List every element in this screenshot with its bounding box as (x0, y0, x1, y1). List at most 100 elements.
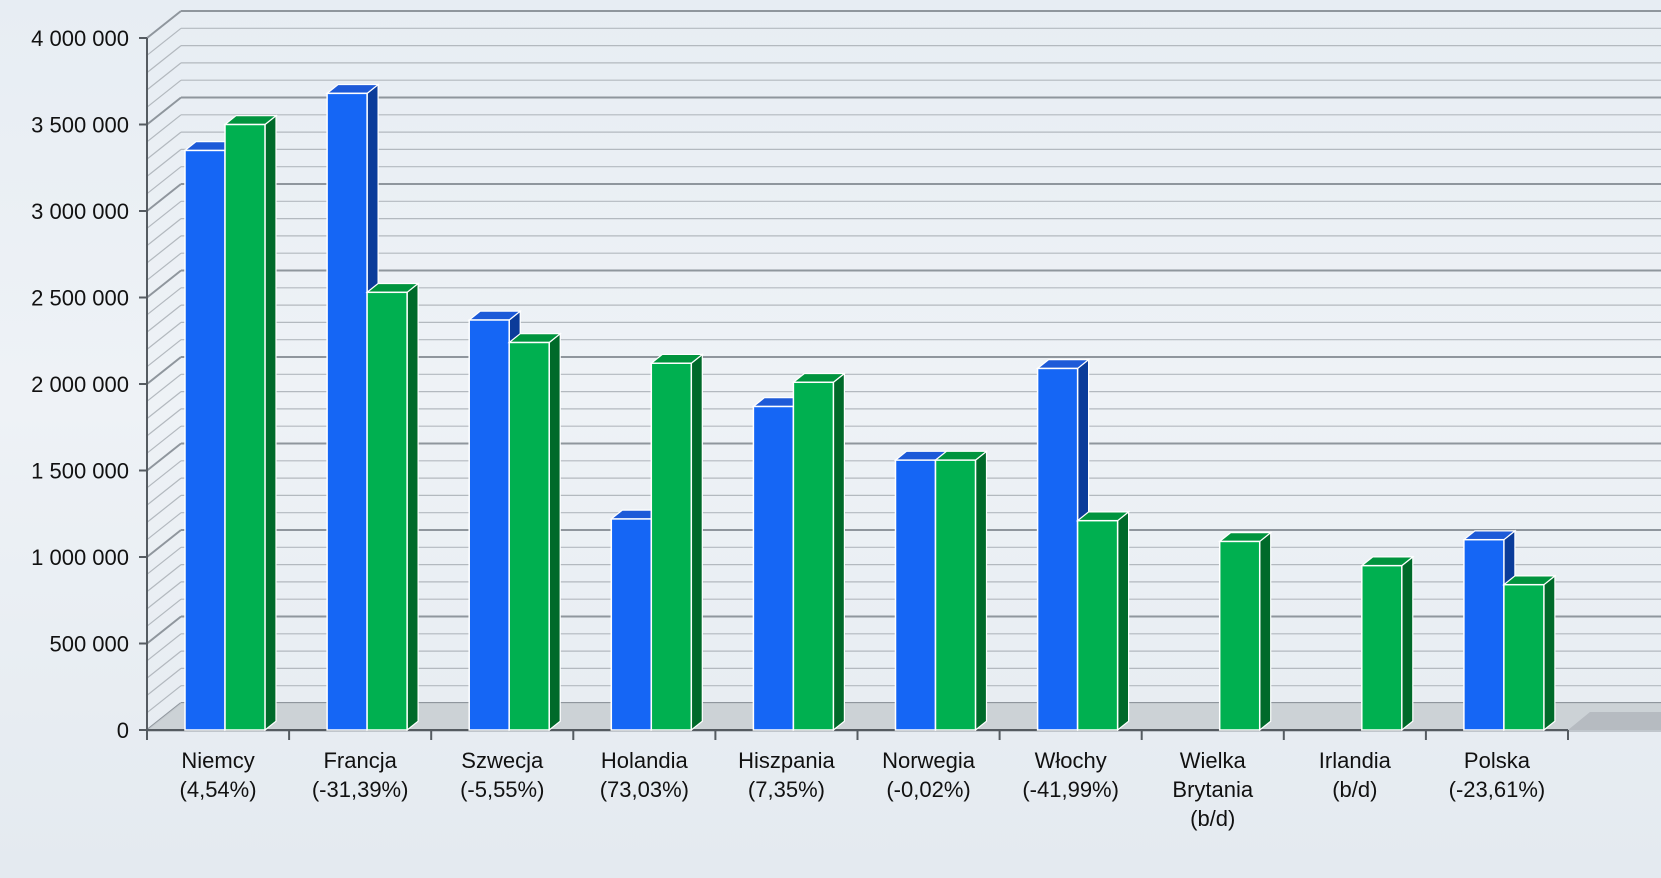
gridline-side (146, 166, 182, 195)
x-category-label-line: (-5,55%) (460, 777, 544, 802)
x-category-label: Norwegia (-0,02%) (882, 748, 976, 802)
gridline-side (146, 650, 182, 679)
bar-front (1463, 538, 1505, 731)
gridline-side (146, 598, 182, 627)
bar-side (974, 450, 988, 732)
gridline-side (146, 529, 182, 558)
x-category-label: Niemcy (4,54%) (180, 748, 257, 802)
gridline-side (146, 131, 182, 160)
gridline-side (146, 148, 182, 177)
gridline-side (146, 287, 182, 316)
gridline-side (146, 304, 182, 333)
gridline-side (146, 633, 182, 662)
gridline-side (146, 477, 182, 506)
bar-series2-6 (1075, 510, 1131, 732)
x-category-label-line: (-0,02%) (886, 777, 970, 802)
x-category-label-line: Włochy (1035, 748, 1107, 773)
bar-series2-9 (1502, 574, 1557, 732)
y-tick-label: 0 (117, 718, 129, 743)
gridline-side (146, 408, 182, 437)
x-category-label-line: Irlandia (1319, 748, 1392, 773)
bar-front (792, 381, 835, 731)
gridline-side (146, 79, 182, 108)
gridline-side (146, 373, 182, 402)
x-category-label-line: Szwecja (461, 748, 544, 773)
gridline-side (146, 96, 182, 126)
bar-side (264, 114, 277, 732)
gridline-side (146, 425, 182, 454)
gridline-side (146, 252, 182, 281)
bar-series2-2 (507, 332, 562, 732)
y-tick-label: 2 000 000 (31, 372, 129, 397)
bars (183, 83, 1557, 732)
bar-series2-7 (1217, 531, 1273, 732)
bar-front (752, 405, 795, 731)
gridline-side (146, 667, 182, 696)
gridline-side (146, 442, 182, 472)
gridline-side (146, 546, 182, 575)
x-category-label: Francja (-31,39%) (312, 748, 409, 802)
x-category-label: Irlandia (b/d) (1319, 748, 1392, 802)
bar-side (1259, 531, 1272, 732)
gridline-side (146, 685, 182, 714)
y-tick-label: 3 000 000 (31, 199, 129, 224)
gridline-side (146, 581, 182, 610)
x-category-label-line: Polska (1464, 748, 1531, 773)
x-category-label: Wielka Brytania (b/d) (1172, 748, 1253, 831)
gridline-side (146, 615, 182, 645)
x-category-label-line: (4,54%) (180, 777, 257, 802)
bar-front (650, 362, 693, 731)
x-category-label: Holandia (73,03%) (600, 748, 689, 802)
bar-front (894, 459, 937, 731)
y-tick-label: 2 500 000 (31, 286, 129, 311)
labels: 0 500 000 1 000 000 1 500 000 2 000 000 2 500… (31, 26, 1545, 831)
bar-front (224, 123, 266, 731)
gridline-side (146, 339, 182, 368)
gridline-side (146, 391, 182, 420)
gridline-side (146, 356, 182, 385)
x-category-label-line: (7,35%) (748, 777, 825, 802)
gridline-side (146, 269, 182, 299)
bar-side (1116, 510, 1130, 732)
x-category-label-line: (-23,61%) (1449, 777, 1546, 802)
bar-front (610, 518, 653, 731)
bar-side (1543, 574, 1556, 732)
x-category-label: Polska (-23,61%) (1449, 748, 1546, 802)
y-tick-label: 3 500 000 (31, 113, 129, 138)
bar-front (1036, 367, 1079, 731)
x-category-label-line: Wielka (1180, 748, 1247, 773)
x-category-label-line: Norwegia (882, 748, 976, 773)
x-category-label-line: (-41,99%) (1022, 777, 1119, 802)
bar-series2-3 (649, 353, 705, 732)
bar-front (1076, 519, 1119, 731)
bar-front (184, 149, 226, 731)
bar-front (1503, 583, 1545, 731)
gridline-side (146, 564, 182, 593)
gridline-side (146, 321, 182, 350)
x-category-label-line: (b/d) (1332, 777, 1377, 802)
x-category-label: Hiszpania (7,35%) (738, 748, 835, 802)
x-category-label-line: (b/d) (1190, 806, 1235, 831)
y-tick-label: 4 000 000 (31, 26, 129, 51)
x-category-label: Szwecja (-5,55%) (460, 748, 544, 802)
gridline-side (146, 235, 182, 264)
bar-front (1361, 564, 1403, 731)
gridline-side (146, 494, 182, 523)
bar-side (832, 372, 846, 732)
bar-series2-8 (1360, 555, 1415, 732)
gridline-side (146, 183, 182, 212)
bar-side (690, 353, 703, 732)
gridline-side (146, 62, 182, 91)
gridline-side (146, 200, 182, 229)
gridline-side (146, 10, 182, 39)
x-category-label-line: (73,03%) (600, 777, 689, 802)
bar-front (326, 92, 368, 731)
bar-series2-5 (933, 450, 989, 732)
bar-series2-1 (365, 282, 420, 732)
gridline-side (146, 114, 182, 143)
x-category-label-line: Brytania (1172, 777, 1253, 802)
bar-series1-5 (893, 450, 949, 732)
bar-side (406, 282, 419, 732)
gridline-side (146, 512, 182, 541)
